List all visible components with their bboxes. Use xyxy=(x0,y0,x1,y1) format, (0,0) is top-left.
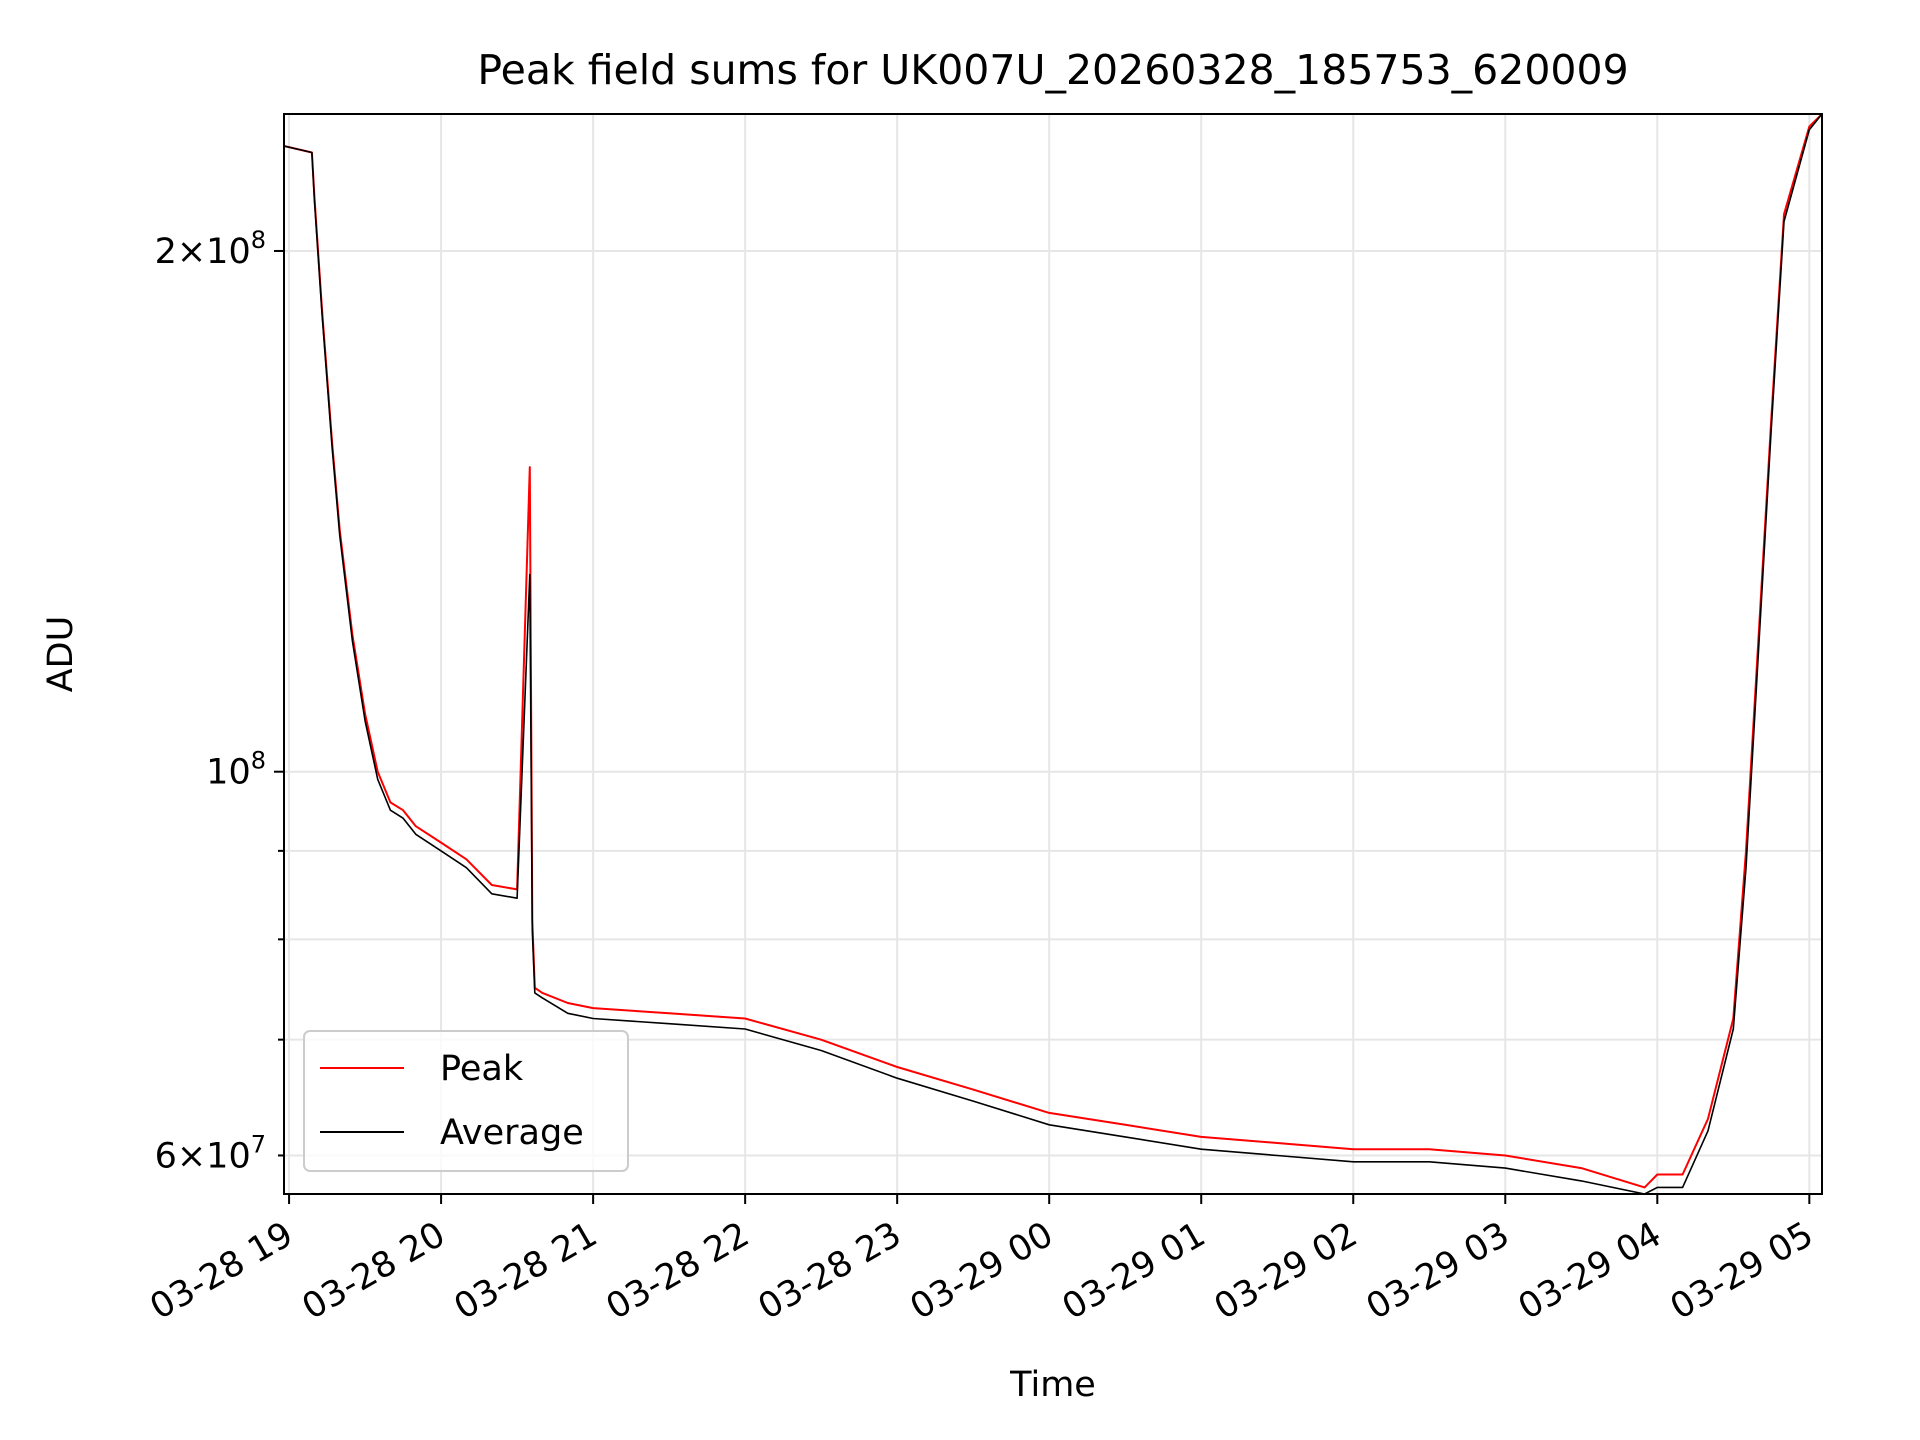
legend-label-peak: Peak xyxy=(440,1049,524,1089)
x-axis-label: Time xyxy=(1009,1365,1096,1405)
y-axis-label: ADU xyxy=(41,616,81,693)
tick-marks xyxy=(274,249,1811,1204)
chart-title: Peak field sums for UK007U_20260328_1857… xyxy=(477,46,1628,94)
axes-frame xyxy=(283,113,1823,1195)
series-line-average xyxy=(284,114,1822,1194)
y-tick-label: 108 xyxy=(206,747,266,793)
legend: Peak Average xyxy=(303,1030,629,1172)
series-line-peak xyxy=(284,114,1822,1189)
y-tick-label: 2×108 xyxy=(155,226,266,272)
y-minor-tick-label: 6×107 xyxy=(155,1130,266,1176)
series-layer xyxy=(284,114,1822,1194)
legend-box xyxy=(303,1030,629,1172)
legend-label-average: Average xyxy=(440,1113,584,1153)
grid-lines xyxy=(284,114,1822,1194)
